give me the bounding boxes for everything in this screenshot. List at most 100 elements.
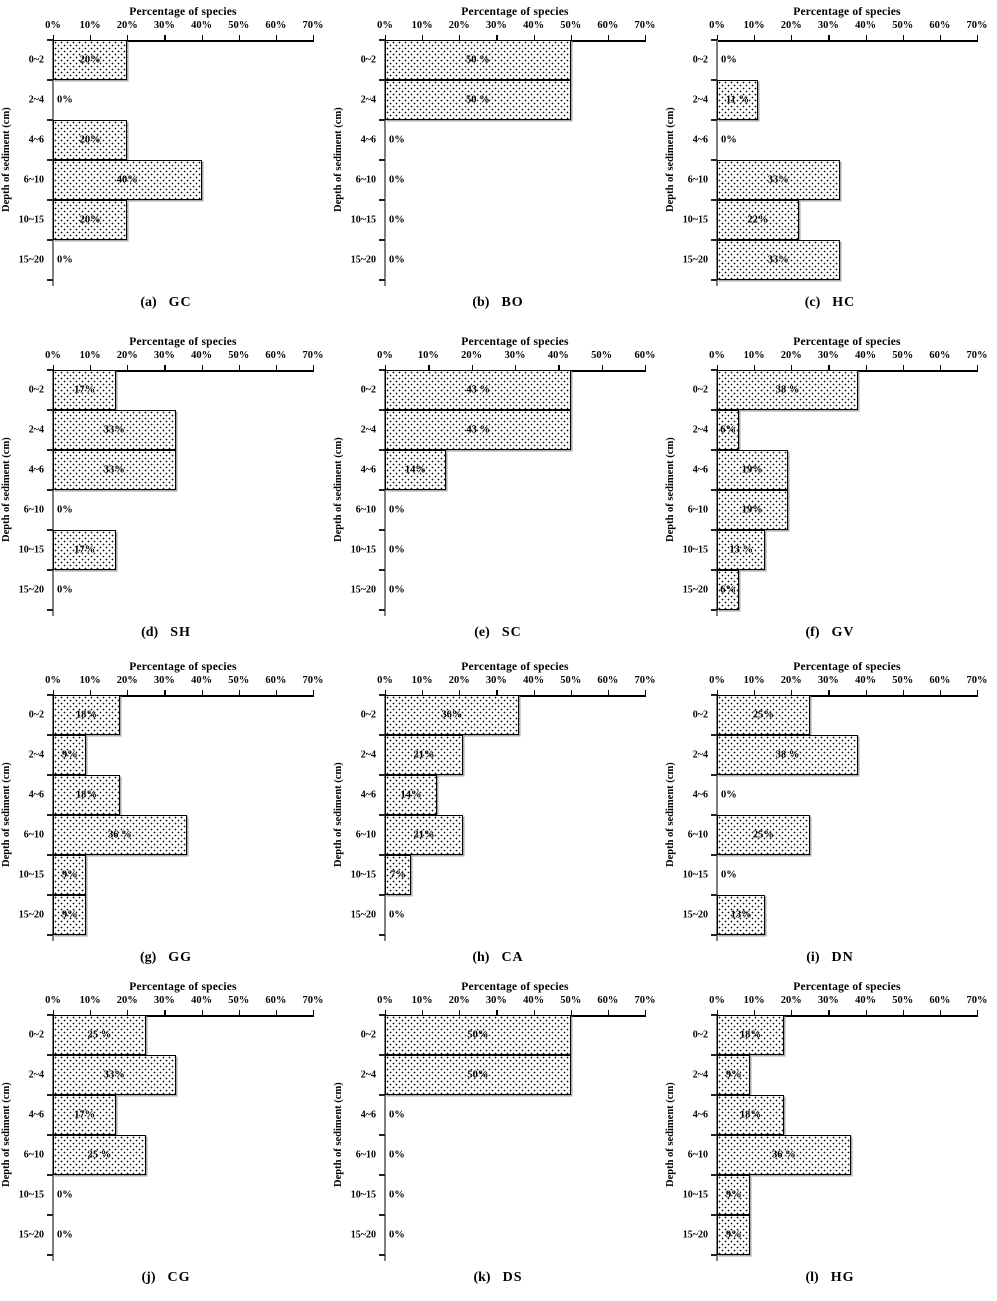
category-band: 4~6 0% xyxy=(361,119,645,160)
x-tick xyxy=(977,365,979,370)
bar xyxy=(385,40,571,80)
x-tick xyxy=(496,1010,498,1015)
plot-area: Percentage of species Depth of sediment (… xyxy=(665,661,988,941)
bar xyxy=(717,490,788,530)
x-tick xyxy=(53,35,55,40)
category-label: 15~20 xyxy=(682,584,708,596)
caption-code: CA xyxy=(501,950,524,965)
y-axis-line xyxy=(52,695,54,941)
bar-value-label: 0% xyxy=(389,174,405,186)
chart-title: Percentage of species xyxy=(129,661,237,673)
bar-value-label: 17% xyxy=(74,544,96,556)
x-tick-label: 70% xyxy=(966,675,988,686)
category-label: 15~20 xyxy=(350,584,376,596)
x-tick xyxy=(902,1010,904,1015)
x-tick xyxy=(754,1010,756,1015)
x-tick-label: 50% xyxy=(228,20,250,31)
x-tick-label: 60% xyxy=(597,995,619,1006)
bar-value-label: 9% xyxy=(725,1069,742,1081)
bar-value-label: 36 % xyxy=(108,829,132,841)
x-tick-label: 60% xyxy=(597,20,619,31)
x-tick xyxy=(313,690,315,695)
y-axis-label: Depth of sediment (cm) xyxy=(333,437,344,543)
y-tick xyxy=(47,369,53,371)
x-tick-label: 50% xyxy=(892,675,914,686)
bar-value-label: 38 % xyxy=(775,384,800,396)
chart-panel-ds: Percentage of species Depth of sediment (… xyxy=(332,975,664,1301)
x-tick xyxy=(791,690,793,695)
plot-area: Percentage of species Depth of sediment (… xyxy=(333,981,656,1261)
bar-value-label: 0% xyxy=(721,54,737,66)
chart-title: Percentage of species xyxy=(793,6,901,18)
x-tick-label: 40% xyxy=(523,995,545,1006)
x-tick-label: 30% xyxy=(817,350,839,361)
bar xyxy=(385,80,571,120)
bar-value-label: 7% xyxy=(390,869,406,881)
bar-value-label: 0% xyxy=(721,134,737,146)
bar-value-label: 25 % xyxy=(87,1149,112,1161)
x-tick-label: 50% xyxy=(228,350,250,361)
x-tick xyxy=(238,365,240,370)
category-band: 0~2 36% xyxy=(361,694,645,735)
category-band: 15~20 0% xyxy=(351,1214,645,1255)
bar-value-label: 13% xyxy=(730,909,752,921)
x-tick xyxy=(601,365,603,370)
category-label: 15~20 xyxy=(18,909,44,921)
chart-title: Percentage of species xyxy=(129,336,237,348)
category-label: 15~20 xyxy=(350,254,376,266)
bar-value-label: 18% xyxy=(75,709,97,721)
category-label: 4~6 xyxy=(360,1109,376,1121)
category-label: 4~6 xyxy=(692,464,708,476)
x-tick-label: 30% xyxy=(817,995,839,1006)
y-tick xyxy=(379,79,385,81)
y-tick xyxy=(47,609,53,611)
y-tick xyxy=(379,409,385,411)
x-tick-label: 10% xyxy=(743,995,765,1006)
y-axis-line xyxy=(716,695,718,941)
y-tick xyxy=(379,489,385,491)
category-label: 10~15 xyxy=(18,1189,44,1201)
category-label: 0~2 xyxy=(360,384,376,396)
x-tick-label: 60% xyxy=(265,675,287,686)
x-tick-label: 10% xyxy=(79,20,101,31)
category-label: 6~10 xyxy=(355,829,376,841)
y-tick xyxy=(47,1214,53,1216)
x-tick xyxy=(471,365,473,370)
bar xyxy=(717,410,740,450)
category-label: 2~4 xyxy=(692,94,708,106)
x-tick xyxy=(275,365,278,370)
category-label: 10~15 xyxy=(350,214,376,226)
caption-index: (i) xyxy=(806,950,820,965)
y-tick xyxy=(47,1014,53,1016)
bar-value-label: 40% xyxy=(116,174,138,186)
chart-title: Percentage of species xyxy=(793,336,901,348)
chart-caption: (i) DN xyxy=(664,950,996,966)
category-label: 10~15 xyxy=(350,1189,376,1201)
bar xyxy=(53,895,87,935)
x-tick-label: 70% xyxy=(966,995,988,1006)
x-tick-label: 0% xyxy=(45,675,61,686)
category-label: 6~10 xyxy=(355,1149,376,1161)
bar xyxy=(53,530,117,570)
category-band: 6~10 0% xyxy=(356,159,645,200)
bar xyxy=(385,775,437,815)
category-label: 10~15 xyxy=(18,214,44,226)
y-tick xyxy=(379,569,385,571)
bar-value-label: 0% xyxy=(389,134,405,146)
x-tick-label: 0% xyxy=(709,20,725,31)
x-tick xyxy=(533,690,535,695)
x-tick xyxy=(828,690,830,695)
x-tick-label: 40% xyxy=(191,995,213,1006)
category-label: 15~20 xyxy=(350,1229,376,1241)
x-tick-label: 10% xyxy=(417,350,439,361)
bar-value-label: 21% xyxy=(413,829,435,841)
category-band: 10~15 20% xyxy=(19,199,313,240)
x-tick-label: 30% xyxy=(153,995,175,1006)
category-band: 0~2 25 % xyxy=(29,1014,313,1055)
category-label: 4~6 xyxy=(28,464,44,476)
x-tick-label: 20% xyxy=(116,350,138,361)
x-tick xyxy=(238,690,240,695)
caption-code: HG xyxy=(830,1270,855,1285)
x-tick-label: 0% xyxy=(377,995,393,1006)
y-axis-label: Depth of sediment (cm) xyxy=(665,762,676,868)
